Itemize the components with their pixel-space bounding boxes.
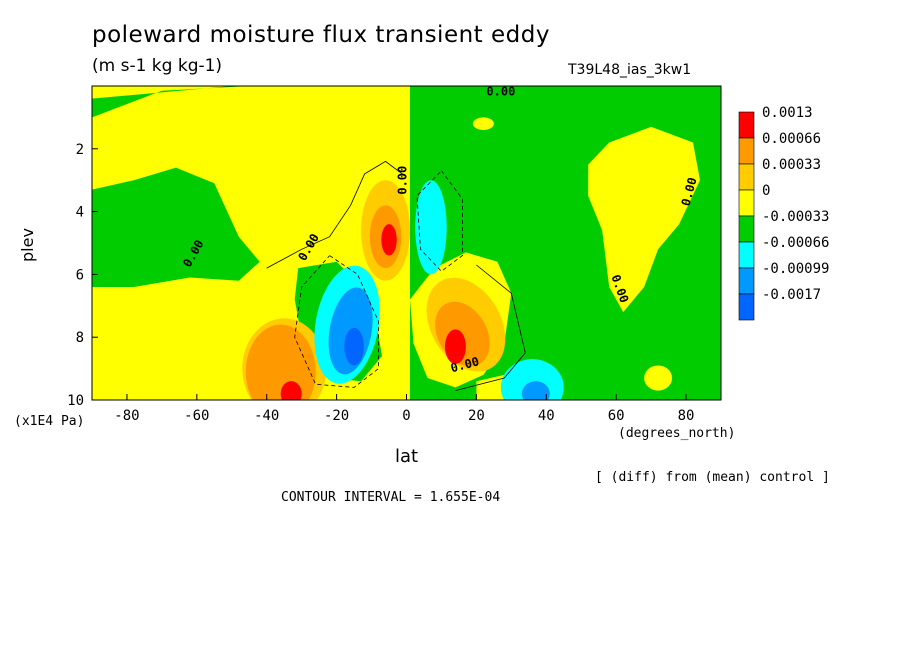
- y-tick-label: 10: [67, 393, 84, 409]
- legend-label: -0.0017: [762, 287, 821, 303]
- color-legend: 0.0013 0.00066 0.00033 0 -0.00033 -0.00066 -0.…: [738, 105, 829, 321]
- y-tick-label: 8: [76, 330, 84, 346]
- x-tick-label: 20: [468, 408, 485, 424]
- x-tick-label: 60: [608, 408, 625, 424]
- y-tick-label: 4: [76, 205, 84, 221]
- chart-title: poleward moisture flux transient eddy: [92, 22, 550, 48]
- positive-patch-north-small: [644, 365, 673, 391]
- legend-swatch: [738, 163, 755, 191]
- negative-core-mid-3: [521, 381, 550, 400]
- negative-max-1: [344, 327, 364, 366]
- legend-swatch: [738, 241, 755, 269]
- positive-patch-north-top: [472, 117, 494, 130]
- contour-interval: CONTOUR INTERVAL = 1.655E-04: [281, 490, 501, 505]
- legend-label: 0.0013: [762, 105, 813, 121]
- y-tick-label: 2: [76, 142, 84, 158]
- x-tick-label: -80: [114, 408, 139, 424]
- x-tick-label: 40: [538, 408, 555, 424]
- negative-patch-south-high: [92, 167, 260, 287]
- legend-label: -0.00099: [762, 261, 829, 277]
- y-axis-ticks: 2 4 6 8 10: [67, 142, 98, 409]
- legend-swatch: [738, 267, 755, 295]
- legend-swatch: [738, 137, 755, 165]
- negative-strip-top: [92, 86, 250, 118]
- x-tick-label: 0: [402, 408, 410, 424]
- x-axis-ticks: -80 -60 -40 -20 0 20 40 60 80: [114, 394, 694, 424]
- contour-fills: [92, 86, 721, 400]
- x-axis-label: lat: [395, 446, 419, 467]
- negative-core-outer-2: [415, 180, 447, 275]
- diff-note: [ (diff) from (mean) control ]: [595, 470, 830, 485]
- legend-swatch: [738, 293, 755, 321]
- legend-swatch: [738, 215, 755, 243]
- contour-line: [455, 264, 526, 391]
- legend-label: 0.00066: [762, 131, 821, 147]
- contour-line: [266, 160, 407, 269]
- contour-line: [416, 170, 463, 272]
- x-axis-unit: (degrees_north): [618, 426, 736, 441]
- legend-label: 0: [762, 183, 770, 199]
- chart-units: (m s-1 kg kg-1): [92, 56, 223, 76]
- x-tick-label: -40: [254, 408, 279, 424]
- contour-label: 0.00: [396, 166, 410, 195]
- run-name: T39L48_ias_3kw1: [568, 62, 692, 78]
- legend-swatch: [738, 111, 755, 139]
- positive-max-2: [280, 381, 302, 400]
- positive-max-1: [381, 224, 397, 256]
- legend-label: -0.00066: [762, 235, 829, 251]
- contour-label: 0.00: [486, 84, 515, 98]
- contour-line: [294, 255, 379, 388]
- positive-core-mid-2: [245, 324, 316, 400]
- positive-max-3: [444, 329, 466, 364]
- legend-label: -0.00033: [762, 209, 829, 225]
- x-tick-label: -60: [184, 408, 209, 424]
- legend-label: 0.00033: [762, 157, 821, 173]
- y-tick-label: 6: [76, 267, 84, 283]
- positive-patch-north-high: [588, 126, 700, 313]
- legend-swatch: [738, 189, 755, 217]
- x-tick-label: 80: [678, 408, 695, 424]
- y-axis-unit: (x1E4 Pa): [14, 414, 85, 429]
- x-tick-label: -20: [324, 408, 349, 424]
